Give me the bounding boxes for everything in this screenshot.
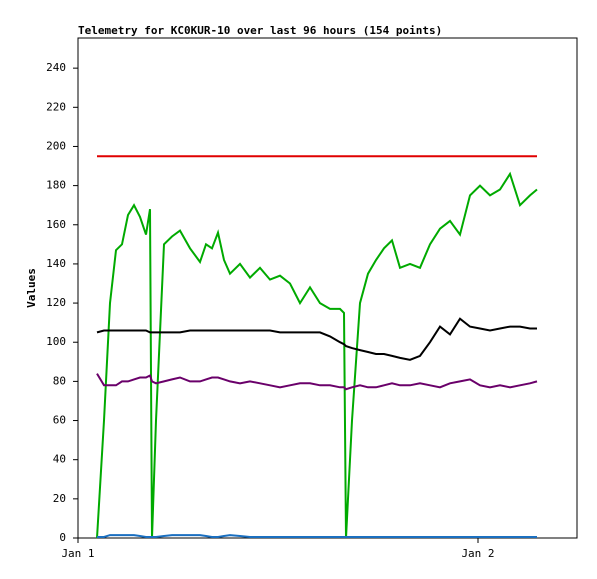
plot-frame	[77, 37, 578, 539]
y-axis-label: Values	[25, 268, 38, 308]
x-tick-label: Jan 1	[61, 547, 94, 560]
y-tick-label: 180	[46, 179, 66, 192]
y-tick-label: 240	[46, 61, 66, 74]
y-tick-label: 160	[46, 218, 66, 231]
y-tick-label: 140	[46, 257, 66, 270]
series-line	[96, 373, 538, 391]
y-tick-label: 0	[59, 531, 66, 544]
x-tick-label: Jan 2	[461, 547, 494, 560]
series-line	[96, 317, 537, 361]
y-tick-label: 120	[46, 296, 66, 309]
y-tick-label: 60	[53, 414, 66, 427]
y-tick-label: 200	[46, 139, 66, 152]
y-tick-label: 220	[46, 100, 66, 113]
chart-title: Telemetry for KC0KUR-10 over last 96 hou…	[78, 24, 442, 37]
y-tick-label: 40	[53, 453, 66, 466]
y-tick-label: 20	[53, 492, 66, 505]
series-line	[97, 534, 537, 538]
series-line	[96, 171, 538, 539]
y-tick-label: 100	[46, 335, 66, 348]
y-tick-label: 80	[53, 374, 66, 387]
